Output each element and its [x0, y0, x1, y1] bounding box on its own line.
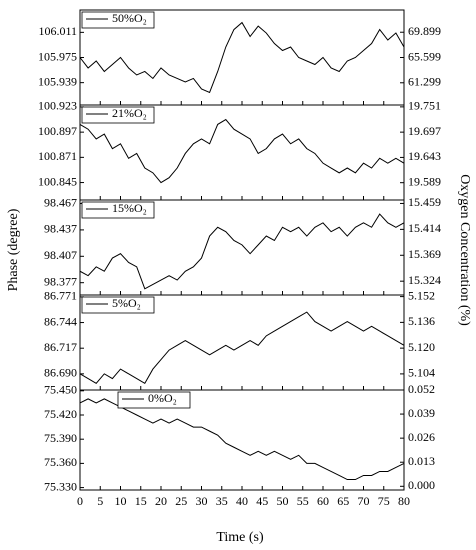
y-tick-label: 86.690 [44, 366, 77, 380]
y2-tick-label: 0.039 [408, 406, 435, 420]
x-tick-label: 35 [216, 494, 228, 508]
x-tick-label: 40 [236, 494, 248, 508]
y-tick-label: 75.450 [44, 383, 77, 397]
x-tick-label: 80 [398, 494, 410, 508]
y2-tick-label: 15.414 [408, 221, 441, 235]
y-tick-label: 75.330 [44, 479, 77, 493]
legend-box [81, 296, 155, 314]
y-tick-label: 100.923 [38, 99, 77, 113]
y2-tick-label: 15.369 [408, 247, 441, 261]
y2-tick-label: 65.599 [408, 49, 441, 63]
y-tick-label: 86.744 [44, 314, 77, 328]
y-tick-label: 105.939 [38, 74, 77, 88]
x-tick-label: 70 [358, 494, 370, 508]
y2-tick-label: 0.026 [408, 430, 435, 444]
legend-label: 15%O₂ [112, 201, 147, 215]
legend-label: 21%O₂ [112, 106, 147, 120]
x-axis-label: Time (s) [216, 530, 264, 545]
legend-label: 5%O₂ [112, 296, 141, 310]
y-tick-label: 98.467 [44, 195, 77, 209]
y-tick-label: 100.845 [38, 174, 77, 188]
y-tick-label: 100.897 [38, 124, 77, 138]
data-line [79, 118, 405, 184]
y-tick-label: 98.377 [44, 274, 77, 288]
legend-box [117, 391, 191, 409]
y2-tick-label: 5.136 [408, 314, 435, 328]
legend-box [81, 106, 155, 124]
x-tick-label: 0 [77, 494, 83, 508]
y2-tick-label: 15.324 [408, 273, 441, 287]
y2-axis-label: Oxygen Concentration (%) [457, 174, 472, 326]
y-tick-label: 98.407 [44, 248, 77, 262]
y-axis-label: Phase (degree) [6, 208, 21, 291]
y2-tick-label: 5.152 [408, 288, 435, 302]
legend-box [81, 201, 155, 219]
y-tick-label: 100.871 [38, 149, 77, 163]
y2-tick-label: 19.697 [408, 124, 441, 138]
y2-tick-label: 15.459 [408, 195, 441, 209]
y2-tick-label: 5.104 [408, 366, 435, 380]
legend-label: 50%O₂ [112, 11, 147, 25]
x-tick-label: 50 [277, 494, 289, 508]
legend-box [81, 11, 155, 29]
y2-tick-label: 69.899 [408, 24, 441, 38]
y2-tick-label: 0.013 [408, 454, 435, 468]
y2-tick-label: 19.751 [408, 99, 441, 113]
y-tick-label: 98.437 [44, 222, 77, 236]
x-tick-label: 60 [317, 494, 329, 508]
y-tick-label: 75.390 [44, 431, 77, 445]
y-tick-label: 105.975 [38, 49, 77, 63]
data-line [79, 311, 405, 385]
y-tick-label: 75.420 [44, 407, 77, 421]
data-line [79, 21, 405, 94]
x-tick-label: 30 [196, 494, 208, 508]
y-tick-label: 86.771 [44, 289, 77, 303]
y-tick-label: 75.360 [44, 455, 77, 469]
x-tick-label: 45 [256, 494, 268, 508]
y2-tick-label: 19.643 [408, 149, 441, 163]
y2-tick-label: 0.052 [408, 382, 435, 396]
x-tick-label: 15 [135, 494, 147, 508]
y-tick-label: 106.011 [38, 24, 77, 38]
y2-tick-label: 61.299 [408, 75, 441, 89]
x-tick-label: 55 [297, 494, 309, 508]
x-tick-label: 75 [378, 494, 390, 508]
x-tick-label: 65 [337, 494, 349, 508]
x-tick-label: 10 [115, 494, 127, 508]
data-line [79, 213, 405, 290]
x-tick-label: 20 [155, 494, 167, 508]
y2-tick-label: 5.120 [408, 340, 435, 354]
y2-tick-label: 0.000 [408, 478, 435, 492]
legend-label: 0%O₂ [148, 391, 177, 405]
x-tick-label: 5 [97, 494, 103, 508]
y-tick-label: 86.717 [44, 340, 77, 354]
x-tick-label: 25 [175, 494, 187, 508]
y2-tick-label: 19.589 [408, 174, 441, 188]
data-line [79, 398, 405, 481]
